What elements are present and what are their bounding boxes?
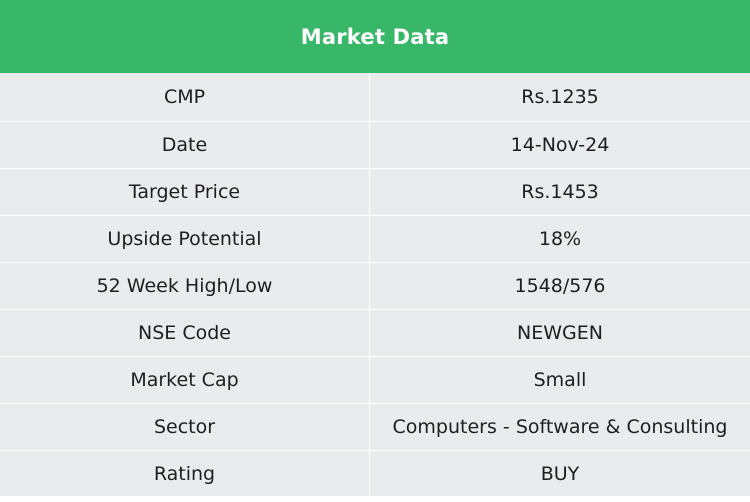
- row-value: 14-Nov-24: [510, 134, 610, 156]
- row-label: 52 Week High/Low: [0, 263, 370, 309]
- table-row-rating: Rating BUY: [0, 450, 750, 496]
- row-value: Rs.1453: [521, 181, 599, 203]
- row-label: NSE Code: [0, 310, 370, 356]
- row-label: Sector: [0, 404, 370, 450]
- row-label: Upside Potential: [0, 216, 370, 262]
- table-row-target-price: Target Price Rs.1453: [0, 168, 750, 215]
- row-label: Market Cap: [0, 357, 370, 403]
- table-row-upside-potential: Upside Potential 18%: [0, 215, 750, 262]
- table-row-date: Date 14-Nov-24: [0, 121, 750, 168]
- row-label: CMP: [0, 73, 370, 121]
- row-value: Small: [533, 369, 587, 391]
- table-title: Market Data: [0, 0, 750, 73]
- row-value: BUY: [540, 462, 580, 485]
- table-row-market-cap: Market Cap Small: [0, 356, 750, 403]
- table-row-sector: Sector Computers - Software & Consulting: [0, 403, 750, 450]
- row-value: Computers - Software & Consulting: [392, 416, 728, 438]
- row-value: NEWGEN: [517, 322, 603, 344]
- table-row-cmp: CMP Rs.1235: [0, 73, 750, 121]
- row-label: Target Price: [0, 169, 370, 215]
- row-value: 1548/576: [514, 275, 606, 297]
- table-row-52-week-high-low: 52 Week High/Low 1548/576: [0, 262, 750, 309]
- table-row-nse-code: NSE Code NEWGEN: [0, 309, 750, 356]
- row-value: 18%: [538, 228, 582, 250]
- row-value: Rs.1235: [521, 86, 599, 108]
- row-label: Rating: [0, 451, 370, 496]
- row-label: Date: [0, 122, 370, 168]
